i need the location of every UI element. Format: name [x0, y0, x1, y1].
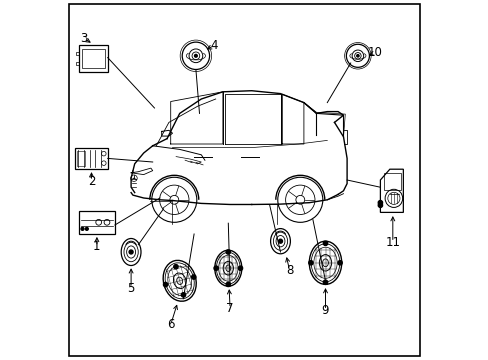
Circle shape — [129, 250, 133, 254]
Text: 5: 5 — [127, 282, 135, 294]
Circle shape — [308, 261, 312, 265]
Circle shape — [225, 250, 230, 254]
Text: 10: 10 — [366, 46, 382, 59]
Circle shape — [377, 201, 382, 205]
Bar — [81, 49, 104, 68]
Circle shape — [278, 239, 282, 243]
Circle shape — [356, 55, 358, 57]
Bar — [76, 62, 79, 65]
Ellipse shape — [225, 265, 230, 271]
Circle shape — [85, 228, 88, 230]
Circle shape — [377, 203, 382, 207]
Circle shape — [337, 261, 342, 265]
Circle shape — [81, 228, 84, 230]
Text: 7: 7 — [226, 302, 233, 315]
Circle shape — [163, 282, 167, 287]
Bar — [79, 211, 115, 234]
Bar — [75, 148, 107, 169]
Circle shape — [173, 265, 178, 269]
Text: 1: 1 — [93, 240, 101, 253]
Text: 4: 4 — [210, 39, 217, 52]
Circle shape — [191, 275, 196, 279]
Bar — [76, 51, 79, 54]
Text: 3: 3 — [81, 32, 88, 45]
Circle shape — [323, 241, 327, 246]
Ellipse shape — [322, 259, 328, 267]
Text: 11: 11 — [385, 236, 400, 249]
Text: 9: 9 — [321, 304, 328, 317]
Circle shape — [238, 266, 242, 270]
Circle shape — [225, 282, 230, 287]
Circle shape — [194, 54, 197, 57]
Text: 2: 2 — [87, 175, 95, 188]
Circle shape — [323, 280, 327, 284]
Circle shape — [214, 266, 218, 270]
Ellipse shape — [176, 277, 183, 284]
Text: 6: 6 — [166, 318, 174, 331]
Bar — [79, 45, 107, 72]
Bar — [77, 151, 85, 166]
Circle shape — [181, 293, 185, 297]
Text: 8: 8 — [285, 264, 293, 276]
